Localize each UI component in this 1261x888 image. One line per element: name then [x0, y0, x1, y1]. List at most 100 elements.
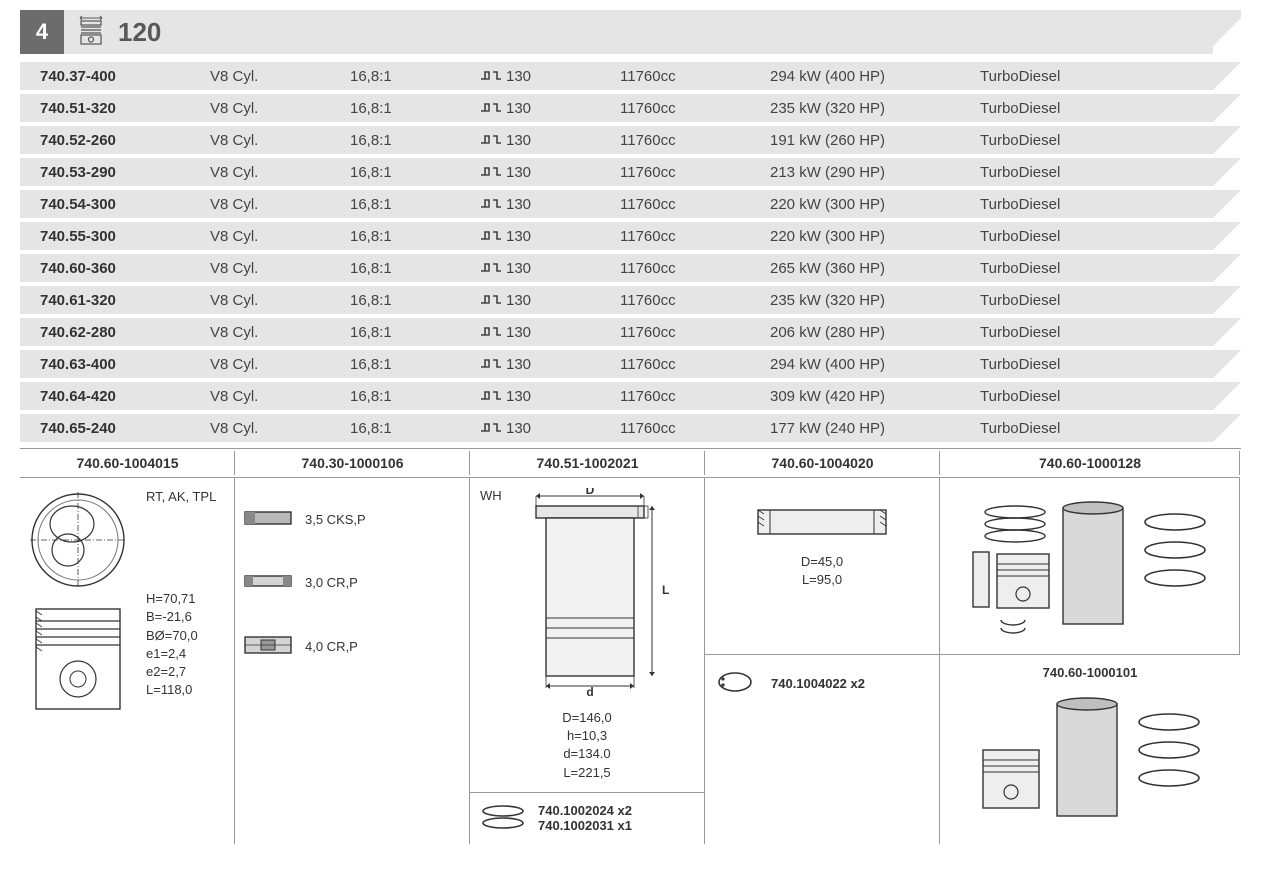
- engine-row: 740.63-400V8 Cyl.16,8:113011760cc294 kW …: [20, 350, 1241, 378]
- cyl: V8 Cyl.: [210, 324, 350, 341]
- ratio: 16,8:1: [350, 356, 480, 373]
- power: 294 kW (400 HP): [770, 68, 980, 85]
- row-tail: [1213, 94, 1241, 122]
- part-hdr-kit1: 740.60-1000128: [940, 449, 1240, 478]
- fuel: TurboDiesel: [980, 356, 1213, 373]
- cyl: V8 Cyl.: [210, 420, 350, 437]
- cc: 11760cc: [620, 132, 770, 149]
- kit2-partno: 740.60-1000101: [940, 657, 1240, 688]
- row-tail: [1213, 222, 1241, 250]
- piston-spec: L=118,0: [146, 681, 216, 699]
- ratio: 16,8:1: [350, 228, 480, 245]
- fuel: TurboDiesel: [980, 68, 1213, 85]
- cc: 11760cc: [620, 356, 770, 373]
- cyl: V8 Cyl.: [210, 228, 350, 245]
- piston-cell: RT, AK, TPL H=70,71B=-21,6BØ=70,0e1=2,4e…: [20, 478, 235, 844]
- cc: 11760cc: [620, 100, 770, 117]
- cyl: V8 Cyl.: [210, 388, 350, 405]
- row-tail: [1213, 414, 1241, 442]
- engine-row: 740.61-320V8 Cyl.16,8:113011760cc235 kW …: [20, 286, 1241, 314]
- svg-text:D: D: [586, 488, 595, 497]
- row-tail: [1213, 158, 1241, 186]
- cyl: V8 Cyl.: [210, 164, 350, 181]
- liner-subpart: 740.1002024 x2 740.1002031 x1: [470, 792, 704, 844]
- liner-spec: L=221,5: [478, 764, 696, 782]
- cyl: V8 Cyl.: [210, 132, 350, 149]
- ring-label: 4,0 CR,P: [305, 639, 358, 654]
- part-hdr-pin: 740.60-1004020: [705, 449, 940, 478]
- ratio: 16,8:1: [350, 292, 480, 309]
- cyl: V8 Cyl.: [210, 356, 350, 373]
- cc: 11760cc: [620, 324, 770, 341]
- liner-spec: h=10,3: [478, 727, 696, 745]
- liner-spec: D=146,0: [478, 709, 696, 727]
- liner-cell: WH D L: [470, 478, 705, 844]
- bore: 130: [480, 388, 620, 405]
- kit1-cell: [940, 478, 1240, 654]
- engine-row: 740.60-360V8 Cyl.16,8:113011760cc265 kW …: [20, 254, 1241, 282]
- pin-spec: D=45,0: [713, 553, 931, 571]
- power: 235 kW (320 HP): [770, 292, 980, 309]
- part-hdr-piston: 740.60-1004015: [20, 449, 235, 478]
- bore-size: 120: [118, 17, 161, 48]
- fuel: TurboDiesel: [980, 388, 1213, 405]
- power: 294 kW (400 HP): [770, 356, 980, 373]
- piston-icon: [74, 15, 108, 49]
- piston-tags: RT, AK, TPL: [146, 488, 216, 506]
- ratio: 16,8:1: [350, 324, 480, 341]
- bore-icon: [480, 229, 502, 243]
- piston-specs: H=70,71B=-21,6BØ=70,0e1=2,4e2=2,7L=118,0: [146, 590, 216, 699]
- power: 309 kW (420 HP): [770, 388, 980, 405]
- ring-icon: [243, 508, 293, 531]
- bore: 130: [480, 324, 620, 341]
- cc: 11760cc: [620, 292, 770, 309]
- row-tail: [1213, 62, 1241, 90]
- fuel: TurboDiesel: [980, 228, 1213, 245]
- part-hdr-liner: 740.51-1002021: [470, 449, 705, 478]
- header-tail: [1213, 10, 1241, 54]
- power: 220 kW (300 HP): [770, 228, 980, 245]
- ratio: 16,8:1: [350, 164, 480, 181]
- bore-icon: [480, 421, 502, 435]
- engine-row: 740.62-280V8 Cyl.16,8:113011760cc206 kW …: [20, 318, 1241, 346]
- fuel: TurboDiesel: [980, 292, 1213, 309]
- bore-icon: [480, 261, 502, 275]
- bore: 130: [480, 292, 620, 309]
- cyl: V8 Cyl.: [210, 196, 350, 213]
- fuel: TurboDiesel: [980, 132, 1213, 149]
- ratio: 16,8:1: [350, 100, 480, 117]
- cc: 11760cc: [620, 68, 770, 85]
- piston-spec: B=-21,6: [146, 608, 216, 626]
- bore-icon: [480, 389, 502, 403]
- engine-row: 740.64-420V8 Cyl.16,8:113011760cc309 kW …: [20, 382, 1241, 410]
- ring-item: 3,5 CKS,P: [243, 508, 461, 531]
- model: 740.51-320: [40, 100, 210, 117]
- pin-cell: D=45,0L=95,0: [705, 478, 940, 654]
- cc: 11760cc: [620, 228, 770, 245]
- cyl: V8 Cyl.: [210, 292, 350, 309]
- bore: 130: [480, 132, 620, 149]
- row-tail: [1213, 126, 1241, 154]
- ratio: 16,8:1: [350, 388, 480, 405]
- model: 740.60-360: [40, 260, 210, 277]
- piston-spec: e1=2,4: [146, 645, 216, 663]
- cc: 11760cc: [620, 260, 770, 277]
- bore-icon: [480, 101, 502, 115]
- liner-subpart-text: 740.1002024 x2 740.1002031 x1: [538, 803, 632, 833]
- engine-row: 740.53-290V8 Cyl.16,8:113011760cc213 kW …: [20, 158, 1241, 186]
- bore-icon: [480, 133, 502, 147]
- svg-text:d: d: [586, 685, 593, 698]
- header-band: 4 120: [20, 10, 1241, 54]
- pin-spec: L=95,0: [713, 571, 931, 589]
- model: 740.55-300: [40, 228, 210, 245]
- row-tail: [1213, 190, 1241, 218]
- power: 213 kW (290 HP): [770, 164, 980, 181]
- pin-specs: D=45,0L=95,0: [713, 553, 931, 589]
- model: 740.54-300: [40, 196, 210, 213]
- bore: 130: [480, 228, 620, 245]
- ratio: 16,8:1: [350, 420, 480, 437]
- row-tail: [1213, 254, 1241, 282]
- bore: 130: [480, 196, 620, 213]
- bore-icon: [480, 69, 502, 83]
- piston-drawings: [28, 488, 138, 724]
